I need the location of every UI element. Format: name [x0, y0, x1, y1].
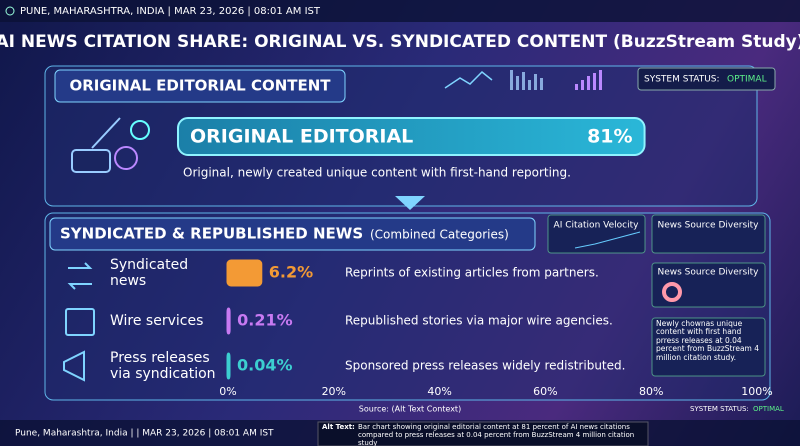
- alt-label: Alt Text:: [322, 423, 355, 431]
- source: Source: (Alt Text Context): [359, 405, 461, 414]
- deco-bars: [575, 70, 602, 90]
- category-label: Press releases via syndication: [110, 350, 216, 382]
- x-tick-label: 0%: [219, 385, 236, 398]
- deco-donut: [662, 282, 682, 302]
- x-tick-label: 100%: [741, 385, 772, 398]
- chart-title: AI NEWS CITATION SHARE: ORIGINAL VS. SYN…: [0, 32, 800, 52]
- arrow: [395, 196, 425, 210]
- alt-box: [317, 421, 649, 446]
- row-icons: [63, 262, 95, 382]
- category-label: Syndicated news: [110, 257, 189, 289]
- x-tick-label: 80%: [639, 385, 663, 398]
- value-label: 81%: [587, 126, 632, 148]
- description: Original, newly created unique content w…: [183, 166, 571, 180]
- value-label: 6.2%: [269, 263, 313, 282]
- note-box: [651, 317, 766, 377]
- syndicated-panel: [44, 212, 771, 401]
- deco-bars: [510, 70, 543, 90]
- description: Reprints of existing articles from partn…: [345, 266, 599, 280]
- deco-chart: [574, 231, 641, 249]
- status-label: SYSTEM STATUS:: [644, 75, 720, 85]
- deco-chart: [444, 70, 493, 89]
- original-tab: [54, 69, 346, 103]
- status-value: OPTIMAL: [727, 75, 767, 85]
- description: Republished stories via major wire agenc…: [345, 314, 613, 328]
- category-label: ORIGINAL EDITORIAL: [190, 126, 413, 148]
- value-label: 0.04%: [237, 356, 293, 375]
- syndicated-subtitle: (Combined Categories): [370, 228, 509, 242]
- bar: [226, 307, 231, 335]
- pen-icon: [71, 117, 150, 173]
- header-location: PUNE, MAHARASHTRA, INDIA | MAR 23, 2026 …: [20, 6, 321, 17]
- widget-title: News Source Diversity: [658, 268, 760, 278]
- x-tick-label: 60%: [533, 385, 557, 398]
- note: Newly chownas unique content with first …: [656, 319, 760, 362]
- bar: [226, 259, 263, 287]
- alt-text: Bar chart showing original editorial con…: [358, 423, 635, 446]
- top-bar: [0, 0, 800, 22]
- footer-status-label: SYSTEM STATUS:: [690, 405, 749, 413]
- category-label: Wire services: [110, 313, 204, 330]
- original-section-title: ORIGINAL EDITORIAL CONTENT: [69, 77, 331, 95]
- widget-title: News Source Diversity: [658, 221, 760, 231]
- widget-title: AI Citation Velocity: [554, 221, 640, 231]
- widget-box: [547, 214, 646, 254]
- footer-location: Pune, Maharashtra, India | | MAR 23, 202…: [15, 429, 274, 439]
- status-box: [637, 67, 776, 91]
- x-tick-label: 20%: [322, 385, 346, 398]
- bar: [177, 117, 646, 156]
- x-tick-label: 40%: [427, 385, 451, 398]
- bar: [226, 352, 231, 380]
- description: Sponsored press releases widely redistri…: [345, 359, 625, 373]
- value-label: 0.21%: [237, 311, 293, 330]
- syndicated-section-title: SYNDICATED & REPUBLISHED NEWS: [60, 225, 363, 243]
- widget-box: [651, 214, 766, 254]
- syndicated-tab: [49, 217, 536, 251]
- pin-icon: [5, 6, 15, 16]
- footer-status-value: OPTIMAL: [753, 405, 784, 413]
